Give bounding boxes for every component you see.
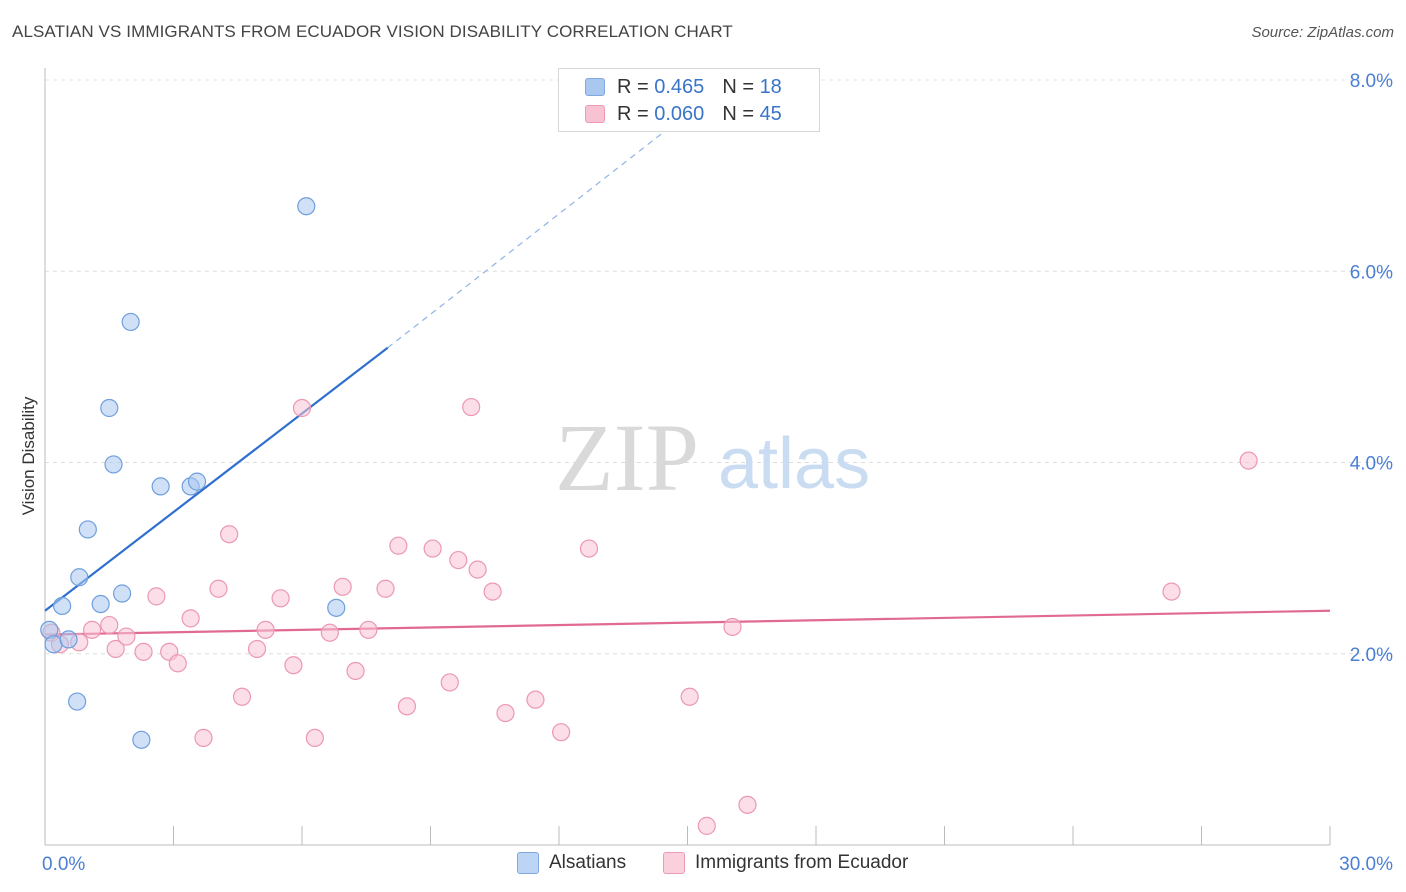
ecuador-point	[449, 550, 468, 570]
ecuador-point	[181, 609, 200, 628]
alsatians-point	[68, 692, 87, 711]
ecuador-point	[397, 697, 417, 716]
chart-title: ALSATIAN VS IMMIGRANTS FROM ECUADOR VISI…	[12, 22, 733, 41]
ecuador-legend-swatch	[663, 852, 685, 874]
ecuador-point	[579, 539, 599, 558]
ecuador-point	[147, 587, 166, 606]
ecuador-point	[483, 582, 502, 601]
ecuador-point	[209, 579, 228, 598]
watermark-atlas: atlas	[718, 424, 870, 504]
legend-label: Immigrants from Ecuador	[695, 852, 909, 873]
ecuador-point	[552, 723, 571, 742]
ecuador-point	[271, 589, 290, 608]
alsatians-point	[78, 520, 97, 539]
alsatians-point	[104, 455, 123, 474]
alsatians-point	[297, 197, 316, 216]
series-legend: Alsatians Immigrants from Ecuador	[0, 852, 1406, 878]
ecuador-point	[1162, 582, 1181, 601]
alsatians-point	[53, 596, 72, 616]
y-axis-title: Vision Disability	[19, 396, 38, 515]
y-tick-label: 4.0%	[1350, 454, 1393, 475]
alsatians-swatch	[585, 78, 605, 96]
ecuador-point	[100, 615, 119, 635]
y-tick-label: 6.0%	[1350, 262, 1393, 283]
ecuador-point	[117, 627, 136, 646]
legend-item-alsatians[interactable]: Alsatians	[517, 852, 626, 874]
ecuador-point	[247, 639, 267, 659]
ecuador-point	[680, 687, 699, 706]
gridlines	[45, 79, 1392, 655]
data-points	[40, 197, 1258, 835]
y-tick-label: 2.0%	[1350, 645, 1393, 666]
r-value: 0.060	[654, 102, 705, 125]
ecuador-point	[284, 656, 303, 675]
r-value: 0.465	[654, 75, 705, 98]
ecuador-point	[346, 661, 365, 681]
ecuador-point	[305, 728, 324, 748]
watermark: ZIP atlas	[555, 404, 870, 511]
axes	[44, 68, 1331, 846]
ecuador-point	[738, 795, 757, 814]
alsatians-point	[44, 635, 63, 654]
n-value: 45	[759, 102, 782, 125]
ecuador-trend-line	[44, 609, 1331, 636]
ecuador-point	[292, 398, 312, 418]
ecuador-point	[389, 536, 408, 555]
stats-row-ecuador: R = 0.060 N = 45	[585, 102, 782, 126]
alsatians-point	[121, 312, 140, 332]
source-label: Source: ZipAtlas.com	[1251, 24, 1394, 41]
ecuador-point	[168, 654, 187, 673]
ecuador-point	[496, 703, 515, 723]
ecuador-swatch	[585, 105, 605, 123]
ecuador-point	[359, 620, 378, 639]
axis-labels: 2.0% 4.0% 6.0% 8.0% 0.0% 30.0% Vision Disabili…	[19, 71, 1393, 875]
ecuador-point	[256, 620, 275, 639]
ecuador-point	[526, 690, 545, 709]
alsatians-point	[100, 398, 119, 418]
legend-item-ecuador[interactable]: Immigrants from Ecuador	[663, 852, 908, 874]
r-label: R =	[617, 75, 649, 98]
ecuador-point	[320, 623, 339, 642]
alsatians-point	[59, 630, 78, 649]
alsatians-legend-swatch	[517, 852, 539, 874]
alsatians-point	[151, 477, 170, 496]
ecuador-point	[220, 525, 239, 544]
n-label: N =	[722, 75, 754, 98]
ecuador-point	[376, 579, 395, 598]
ecuador-point	[468, 560, 487, 579]
y-tick-label: 8.0%	[1350, 71, 1393, 92]
alsatians-point	[70, 568, 89, 587]
alsatians-point	[327, 598, 346, 617]
ecuador-point	[423, 539, 442, 558]
stats-legend: R = 0.465 N = 18 R = 0.060 N = 45	[558, 68, 820, 132]
alsatians-point	[91, 594, 110, 614]
x-tick-label: 30.0%	[1339, 854, 1393, 875]
watermark-zip: ZIP	[555, 404, 699, 511]
ecuador-point	[134, 642, 153, 661]
ecuador-point	[462, 397, 481, 417]
alsatians-point	[112, 584, 132, 603]
ecuador-point	[1239, 451, 1258, 470]
n-label: N =	[722, 102, 754, 125]
ecuador-point	[83, 620, 102, 639]
alsatians-trend-line	[44, 346, 389, 612]
alsatians-point	[187, 472, 207, 491]
ecuador-point	[232, 687, 252, 706]
n-value: 18	[759, 75, 782, 98]
ecuador-point	[440, 673, 459, 692]
trend-lines	[44, 79, 1331, 636]
stats-row-alsatians: R = 0.465 N = 18	[585, 75, 782, 99]
alsatians-point	[132, 730, 151, 749]
legend-label: Alsatians	[549, 852, 627, 873]
ecuador-point	[106, 639, 125, 659]
x-tick-label: 0.0%	[42, 854, 85, 875]
ecuador-point	[333, 577, 352, 596]
ecuador-point	[194, 728, 213, 748]
r-label: R =	[617, 102, 649, 125]
ecuador-point	[723, 617, 742, 637]
ecuador-point	[697, 816, 716, 835]
